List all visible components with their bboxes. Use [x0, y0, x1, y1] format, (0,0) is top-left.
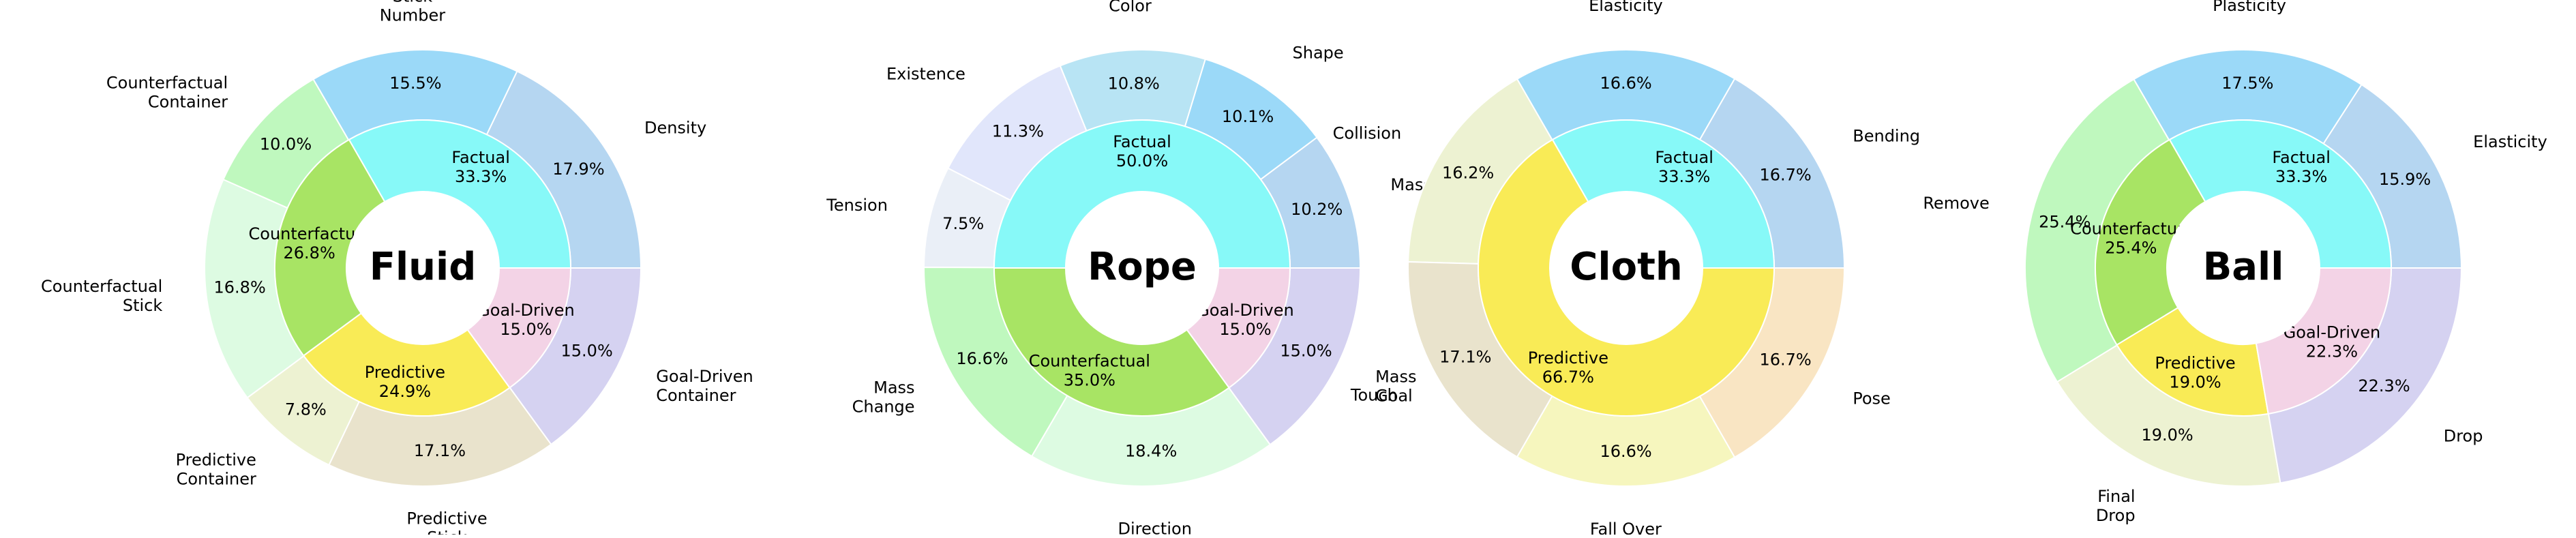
- outer-pct-mass-goal: 15.0%: [1280, 342, 1332, 361]
- outer-pct-counterfactual-stick: 16.8%: [214, 278, 266, 297]
- outer-label-elasticity: Elasticity: [1589, 0, 1663, 15]
- center-hole: [2167, 192, 2320, 344]
- outer-pct-goal-driven-container: 15.0%: [561, 341, 613, 360]
- outer-label-predictive-stick: PredictiveStick: [406, 509, 487, 535]
- outer-pct-predictive-stick: 17.1%: [414, 441, 466, 460]
- outer-label-mass-change: Mass Change: [852, 378, 915, 416]
- outer-label-direction: Direction: [1118, 520, 1191, 535]
- inner-label-factual: Factual 33.3%: [1655, 148, 1713, 186]
- outer-pct-remove: 25.4%: [2039, 213, 2091, 232]
- outer-pct-direction: 18.4%: [1125, 442, 1177, 461]
- center-hole: [1550, 192, 1703, 344]
- donut-chart-cloth: 16.7% Bending 16.6% Elasticity 16.2% Collisio…: [1333, 0, 1920, 538]
- donut-chart-rope: 10.2%Mass10.1%Shape10.8%Color11.3%Existe…: [826, 0, 1432, 538]
- donut-chart-ball: 15.9% Elasticity 17.5% Plasticity 25.4% Remov…: [1923, 0, 2547, 525]
- outer-pct-mass-change: 16.6%: [956, 349, 1008, 368]
- center-title-rope: Rope: [1088, 245, 1197, 289]
- outer-pct-elasticity: 16.6%: [1600, 74, 1651, 93]
- outer-pct-collision: 16.2%: [1442, 164, 1494, 183]
- outer-label-remove: Remove: [1923, 194, 1989, 213]
- center-hole: [346, 192, 499, 344]
- outer-pct-plasticity: 17.5%: [2221, 74, 2273, 93]
- donut-chart-fluid: 17.9% Density 15.5% StickNumber 10.0% Counter…: [41, 0, 753, 538]
- outer-pct-drop: 22.3%: [2358, 376, 2410, 395]
- outer-label-counterfactual-stick: Counterfactual Stick: [41, 277, 162, 315]
- outer-label-drop: Drop: [2444, 426, 2483, 445]
- center-title-ball: Ball: [2203, 245, 2284, 289]
- outer-pct-tension: 7.5%: [942, 214, 984, 233]
- outer-label-elasticity: Elasticity: [2473, 132, 2547, 151]
- inner-label-predictive: Predictive 19.0%: [2155, 354, 2235, 392]
- outer-pct-density: 17.9%: [552, 160, 604, 179]
- outer-label-collision: Collision: [1333, 123, 1402, 143]
- inner-label-factual: Factual 33.3%: [451, 148, 510, 186]
- inner-label-counterfactual: Counterfactual 26.8%: [249, 224, 370, 263]
- outer-label-color: Color: [1109, 0, 1152, 15]
- outer-label-bending: Bending: [1853, 126, 1920, 145]
- outer-label-counterfactual-container: Counterfactual Container: [106, 74, 228, 112]
- center-title-fluid: Fluid: [370, 245, 477, 289]
- outer-pct-existence: 11.3%: [992, 122, 1044, 141]
- outer-label-mass-goal: Mass Goal: [1375, 367, 1416, 405]
- inner-label-goal-driven: Goal-Driven 22.3%: [2283, 323, 2381, 361]
- outer-pct-shape: 10.1%: [1222, 107, 1274, 126]
- outer-pct-bending: 16.7%: [1759, 166, 1811, 185]
- outer-pct-counterfactual-container: 10.0%: [260, 135, 312, 154]
- outer-pct-final-drop: 19.0%: [2141, 425, 2193, 445]
- inner-label-goal-driven: Goal-Driven 15.0%: [1197, 301, 1294, 339]
- outer-pct-pose: 16.7%: [1759, 350, 1811, 369]
- outer-label-existence: Existence: [886, 65, 965, 84]
- inner-label-counterfactual: Counterfactual 35.0%: [1029, 351, 1150, 389]
- outer-label-plasticity: Plasticity: [2213, 0, 2286, 15]
- outer-pct-touch: 17.1%: [1439, 348, 1491, 367]
- outer-label-goal-driven-container: Goal-Driven Container: [656, 367, 753, 405]
- outer-pct-predictive-container: 7.8%: [285, 400, 327, 419]
- inner-label-predictive: Predictive 66.7%: [1528, 348, 1608, 387]
- outer-pct-mass: 10.2%: [1291, 200, 1343, 219]
- outer-label-predictive-container: Predictive Container: [176, 450, 256, 488]
- outer-label-pose: Pose: [1853, 389, 1891, 408]
- outer-label-final-drop: Final Drop: [2096, 487, 2136, 525]
- outer-pct-color: 10.8%: [1108, 74, 1160, 93]
- outer-label-density: Density: [644, 118, 706, 137]
- outer-label-tension: Tension: [826, 196, 888, 215]
- inner-label-goal-driven: Goal-Driven 15.0%: [477, 301, 575, 339]
- outer-label-stick-number: StickNumber: [380, 0, 446, 25]
- outer-pct-elasticity: 15.9%: [2379, 170, 2431, 189]
- outer-label-touch: Touch: [1350, 385, 1398, 404]
- outer-label-shape: Shape: [1293, 44, 1344, 63]
- center-title-cloth: Cloth: [1570, 245, 1682, 289]
- outer-label-fall-over: Fall Over: [1590, 520, 1662, 535]
- inner-label-factual: Factual 33.3%: [2272, 148, 2331, 186]
- center-hole: [1066, 192, 1218, 344]
- inner-label-factual: Factual 50.0%: [1113, 132, 1171, 170]
- inner-label-counterfactual: Counterfactual 25.4%: [2070, 220, 2191, 258]
- inner-label-predictive: Predictive 24.9%: [365, 363, 445, 401]
- outer-pct-fall-over: 16.6%: [1600, 442, 1651, 461]
- outer-pct-stick-number: 15.5%: [389, 74, 441, 93]
- inner-slice-factual: [993, 119, 1291, 269]
